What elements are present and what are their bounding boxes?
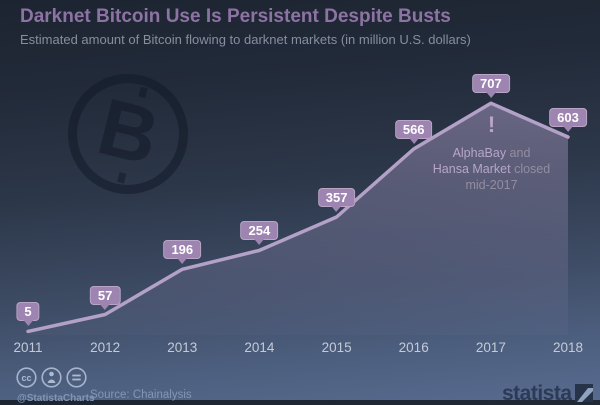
value-label-2017: 707 [472, 74, 510, 99]
value-label-2018: 603 [549, 108, 587, 132]
license-icons: cc [16, 367, 87, 388]
x-tick-2014: 2014 [244, 340, 275, 355]
annotation-alphabay: AlphaBay [452, 146, 507, 160]
value-label-2011: 5 [16, 302, 40, 327]
value-label-2016: 566 [394, 120, 433, 144]
chart-header: Darknet Bitcoin Use Is Persistent Despit… [20, 6, 590, 47]
statista-logo: statista [502, 383, 593, 404]
x-tick-2017: 2017 [475, 340, 506, 355]
statista-logo-icon [574, 384, 593, 402]
value-label-2015: 357 [317, 188, 356, 212]
statista-handle: @StatistaCharts [17, 393, 95, 404]
exclamation-icon: ! [487, 112, 496, 137]
chart-title: Darknet Bitcoin Use Is Persistent Despit… [20, 6, 451, 27]
x-tick-2016: 2016 [398, 340, 429, 355]
area-fill [28, 103, 568, 335]
x-tick-2015: 2015 [321, 340, 352, 355]
cc-icon: cc [16, 367, 37, 388]
annotation-hansa: Hansa Market [432, 162, 511, 176]
value-label-2014: 254 [240, 221, 279, 246]
x-tick-2011: 2011 [13, 340, 43, 355]
equals-icon [66, 367, 87, 388]
svg-text:cc: cc [21, 373, 31, 383]
x-tick-2018: 2018 [552, 340, 584, 355]
x-tick-2013: 2013 [167, 340, 198, 355]
trend-line [26, 101, 570, 334]
statista-logo-text: statista [502, 382, 572, 405]
x-tick-2012: 2012 [90, 340, 121, 355]
value-label-2012: 57 [89, 285, 121, 310]
chart-subtitle: Estimated amount of Bitcoin flowing to d… [20, 32, 471, 47]
event-annotation: ! AlphaBay and Hansa Market closed mid-2… [399, 112, 584, 193]
value-label-2013: 196 [163, 240, 202, 265]
attribution-person-icon [41, 367, 62, 388]
source-credit: Source: Chainalysis [90, 389, 192, 401]
annotation-date: mid-2017 [465, 178, 518, 192]
